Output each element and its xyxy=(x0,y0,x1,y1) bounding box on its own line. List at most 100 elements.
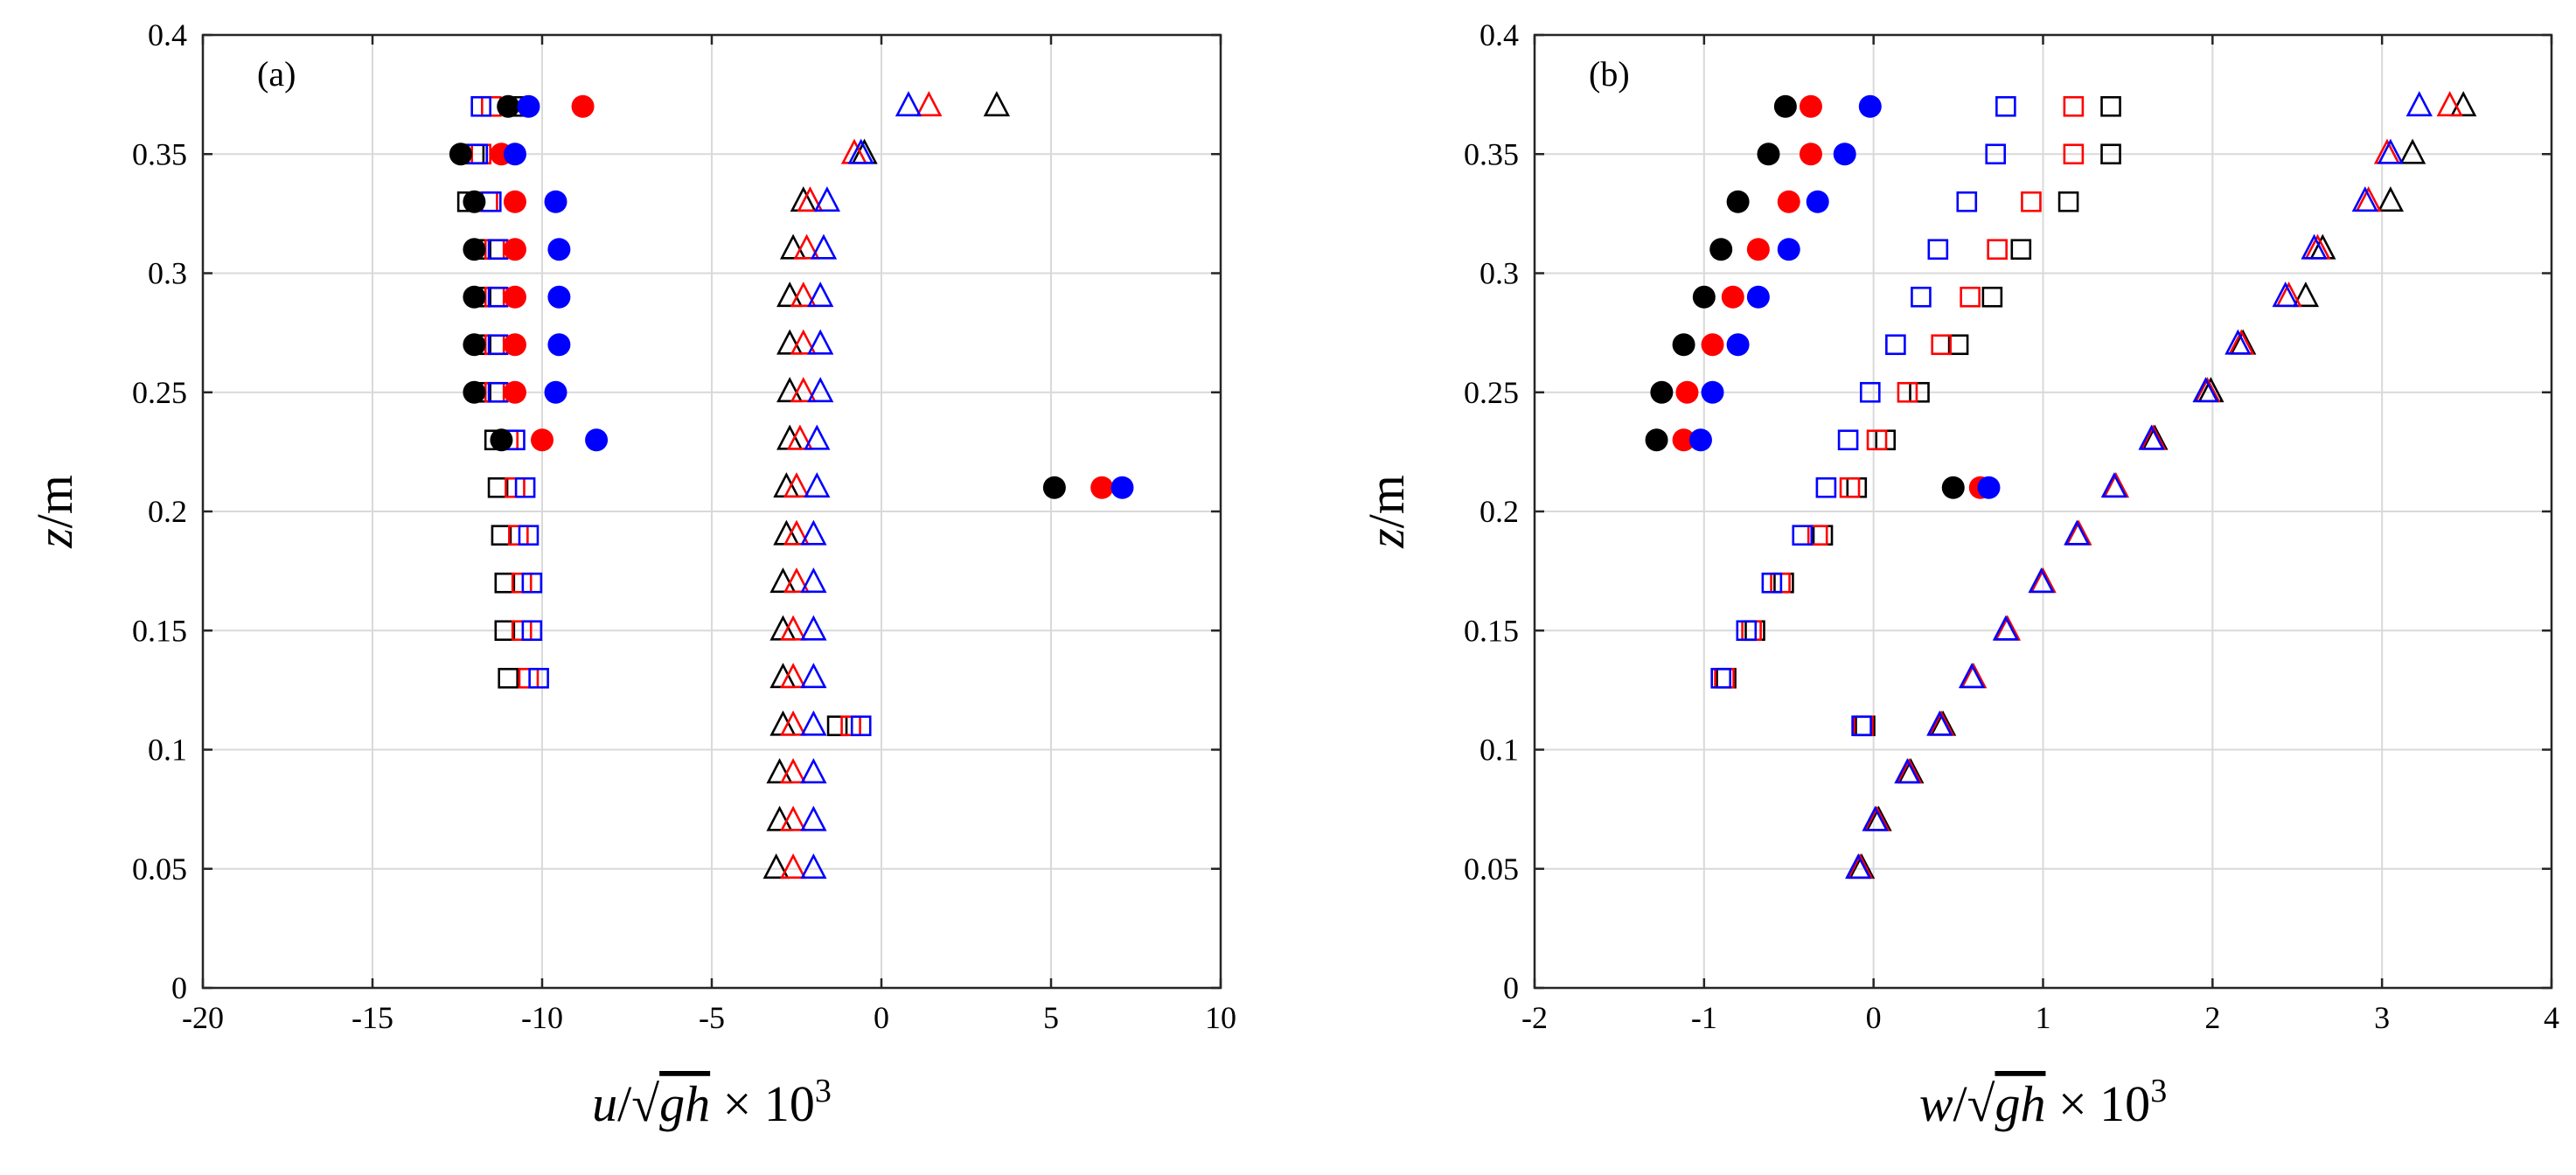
data-point-b-circle-0-4 xyxy=(1692,285,1716,309)
x-tick-label-a-3: -5 xyxy=(699,1000,725,1035)
data-point-b-circle-2-1 xyxy=(1833,143,1856,166)
data-point-b-circle-2-5 xyxy=(1726,333,1750,357)
data-point-b-circle-0-8 xyxy=(1941,476,1965,499)
data-point-b-square-4-8 xyxy=(1839,476,1861,498)
data-point-a-triangle-6-14 xyxy=(766,758,793,784)
y-tick-label-b-7: 0.35 xyxy=(1464,136,1519,171)
data-point-b-square-3-0 xyxy=(2100,95,2121,117)
data-point-b-circle-2-4 xyxy=(1746,285,1770,309)
data-point-b-triangle-8-12 xyxy=(1958,663,1986,689)
data-point-a-triangle-8-8 xyxy=(804,472,831,498)
data-point-b-square-5-11 xyxy=(1736,620,1758,642)
data-point-a-triangle-8-13 xyxy=(800,710,827,736)
data-point-b-square-5-12 xyxy=(1710,667,1732,689)
data-point-a-circle-1-3 xyxy=(503,238,526,261)
data-point-b-triangle-8-11 xyxy=(1992,615,2020,641)
data-point-a-triangle-7-0 xyxy=(916,91,943,117)
y-tick-label-a-3: 0.15 xyxy=(132,613,187,648)
x-label-var-a: u xyxy=(592,1075,617,1132)
data-point-a-triangle-8-9 xyxy=(800,519,827,546)
x-label-exp-a: 3 xyxy=(815,1073,832,1109)
data-point-a-circle-2-5 xyxy=(547,333,571,357)
x-label-radicand-b: gh xyxy=(1995,1075,2045,1132)
data-point-a-circle-0-2 xyxy=(463,190,486,213)
data-point-a-triangle-7-9 xyxy=(783,519,811,546)
data-point-a-circle-2-1 xyxy=(503,143,526,166)
data-point-b-triangle-6-4 xyxy=(2292,282,2320,308)
data-point-b-square-5-5 xyxy=(1885,334,1906,356)
data-point-a-square-3-9 xyxy=(491,525,512,546)
data-point-a-triangle-8-4 xyxy=(807,282,834,308)
x-tick-label-b-6: 4 xyxy=(2544,1000,2559,1035)
data-point-a-triangle-7-3 xyxy=(793,233,820,260)
x-label-var-b: w xyxy=(1919,1075,1953,1132)
data-point-b-triangle-8-14 xyxy=(1894,758,1921,784)
data-point-b-circle-2-7 xyxy=(1688,428,1712,452)
data-point-a-triangle-8-0 xyxy=(895,91,922,117)
data-point-a-triangle-8-1 xyxy=(847,138,874,164)
x-tick-label-a-6: 10 xyxy=(1205,1000,1236,1035)
data-point-b-circle-0-1 xyxy=(1757,143,1780,166)
series-a-circle-2 xyxy=(503,94,1134,499)
data-point-a-triangle-7-7 xyxy=(786,424,814,450)
data-point-b-triangle-8-7 xyxy=(2138,424,2165,450)
data-point-b-circle-0-5 xyxy=(1672,333,1695,357)
y-tick-label-b-3: 0.15 xyxy=(1464,613,1519,648)
data-point-a-square-3-8 xyxy=(487,476,509,498)
x-tick-label-b-0: -2 xyxy=(1521,1000,1548,1035)
data-point-a-triangle-6-6 xyxy=(776,377,804,403)
data-point-a-triangle-6-16 xyxy=(762,853,790,880)
data-point-a-triangle-8-6 xyxy=(807,377,834,403)
x-label-sep-a: / xyxy=(617,1075,632,1132)
data-point-a-circle-1-8 xyxy=(1090,476,1114,499)
data-point-b-square-5-9 xyxy=(1792,525,1814,546)
data-point-b-circle-1-6 xyxy=(1675,380,1699,404)
data-point-a-triangle-8-3 xyxy=(810,233,838,260)
data-point-a-triangle-6-5 xyxy=(776,329,804,355)
y-tick-label-b-1: 0.05 xyxy=(1464,852,1519,886)
y-tick-label-a-0: 0 xyxy=(171,970,187,1005)
x-label-radical-a: √ xyxy=(631,1075,659,1132)
y-label-unit-a: /m xyxy=(26,475,83,528)
y-axis-label-a: z/m xyxy=(26,475,83,549)
data-point-b-square-5-4 xyxy=(1911,286,1932,308)
x-tick-label-b-4: 2 xyxy=(2204,1000,2220,1035)
data-point-b-circle-2-8 xyxy=(1977,476,2001,499)
data-point-b-square-3-5 xyxy=(1947,334,1969,356)
y-tick-label-b-5: 0.25 xyxy=(1464,375,1519,410)
x-label-times-a: × 10 xyxy=(710,1075,815,1132)
data-point-b-circle-0-0 xyxy=(1773,94,1797,118)
data-point-a-circle-1-4 xyxy=(503,285,526,309)
data-point-a-circle-0-8 xyxy=(1042,476,1066,499)
data-point-a-triangle-8-11 xyxy=(800,615,827,641)
x-label-sep-b: / xyxy=(1953,1075,1968,1132)
y-tick-label-b-8: 0.4 xyxy=(1479,17,1519,52)
data-point-b-square-4-7 xyxy=(1866,429,1888,451)
data-point-b-circle-0-7 xyxy=(1645,428,1668,452)
data-point-a-square-3-12 xyxy=(498,667,519,689)
data-point-b-triangle-8-8 xyxy=(2100,472,2128,498)
data-point-a-square-3-13 xyxy=(826,715,848,737)
data-point-b-triangle-8-9 xyxy=(2064,519,2091,546)
y-tick-label-b-4: 0.2 xyxy=(1479,494,1519,529)
data-point-b-triangle-6-1 xyxy=(2398,138,2426,164)
data-point-a-circle-2-3 xyxy=(547,238,571,261)
series-a-triangle-8 xyxy=(800,91,922,880)
x-tick-label-a-2: -10 xyxy=(521,1000,563,1035)
data-point-b-square-3-1 xyxy=(2100,143,2121,165)
data-point-b-square-4-5 xyxy=(1931,334,1952,356)
series-b-square-5 xyxy=(1710,95,2016,737)
data-point-b-circle-1-3 xyxy=(1746,238,1770,261)
data-point-a-circle-2-4 xyxy=(547,285,571,309)
panel-a-chart: -20 -15 -10 -5 0 5 10 0 0.05 0.1 0.15 0.2 0.25 0.3 0.3… xyxy=(26,17,1236,1132)
series-a-circle-1 xyxy=(490,94,1114,499)
data-point-b-triangle-8-3 xyxy=(2301,233,2328,260)
data-point-a-triangle-7-14 xyxy=(779,758,807,784)
data-point-a-triangle-7-8 xyxy=(783,472,811,498)
data-point-b-circle-0-6 xyxy=(1650,380,1674,404)
data-point-b-triangle-7-0 xyxy=(2436,91,2463,117)
x-tick-label-b-5: 3 xyxy=(2374,1000,2390,1035)
data-point-a-triangle-6-3 xyxy=(779,233,807,260)
data-point-b-square-4-6 xyxy=(1897,381,1918,403)
